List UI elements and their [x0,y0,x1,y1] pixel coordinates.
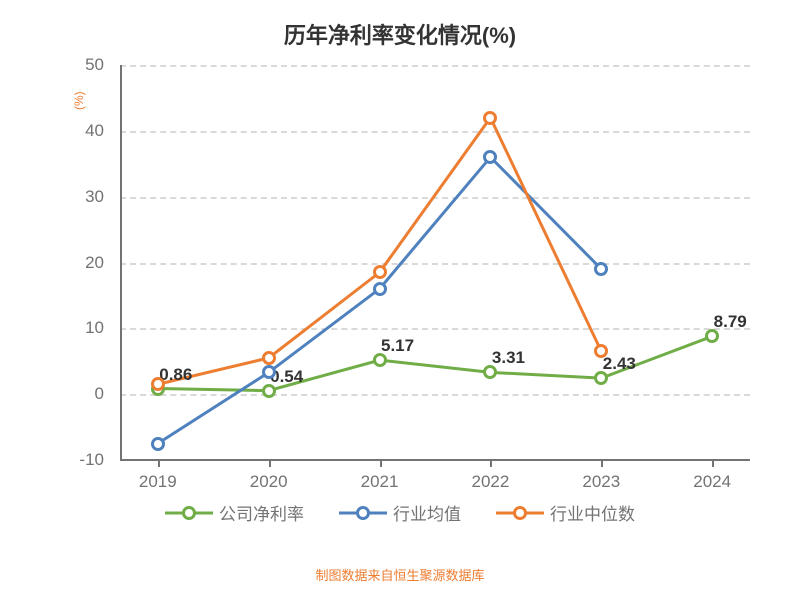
legend-item: 公司净利率 [165,500,304,525]
ytick-label: -10 [79,450,104,470]
series-line [158,157,602,443]
data-label: 5.17 [381,336,414,356]
data-marker [594,262,608,276]
chart-title: 历年净利率变化情况(%) [0,18,800,50]
y-axis-label: (%) [72,91,86,110]
data-marker [151,437,165,451]
ytick-label: 20 [85,253,104,273]
plot-area: 0.860.545.173.312.438.79 [120,65,750,460]
data-label: 2.43 [603,354,636,374]
x-tick [712,460,714,467]
xtick-label: 2019 [139,472,177,492]
x-tick [269,460,271,467]
x-tick [158,460,160,467]
legend: 公司净利率 行业均值 行业中位数 [0,500,800,525]
ytick-label: 0 [95,384,104,404]
ytick-label: 10 [85,318,104,338]
chart-footer: 制图数据来自恒生聚源数据库 [0,565,800,584]
ytick-label: 50 [85,55,104,75]
xtick-label: 2021 [361,472,399,492]
net-margin-chart: 历年净利率变化情况(%) 0.860.545.173.312.438.79 公司… [0,0,800,600]
xtick-label: 2023 [582,472,620,492]
xtick-label: 2024 [693,472,731,492]
legend-item: 行业中位数 [496,500,635,525]
data-marker [151,377,165,391]
data-label: 3.31 [492,348,525,368]
series-line [158,118,602,385]
legend-swatch [165,504,213,522]
x-tick [601,460,603,467]
xtick-label: 2020 [250,472,288,492]
x-tick [490,460,492,467]
legend-label: 行业均值 [393,500,461,525]
legend-item: 行业均值 [339,500,461,525]
legend-swatch [496,504,544,522]
legend-label: 公司净利率 [219,500,304,525]
ytick-label: 30 [85,187,104,207]
ytick-label: 40 [85,121,104,141]
legend-swatch [339,504,387,522]
data-marker [483,150,497,164]
data-marker [262,365,276,379]
xtick-label: 2022 [472,472,510,492]
data-marker [373,265,387,279]
legend-label: 行业中位数 [550,500,635,525]
data-marker [483,111,497,125]
x-tick [380,460,382,467]
series-lines [120,65,750,460]
data-marker [262,351,276,365]
data-marker [373,282,387,296]
data-label: 8.79 [714,312,747,332]
data-marker [594,344,608,358]
